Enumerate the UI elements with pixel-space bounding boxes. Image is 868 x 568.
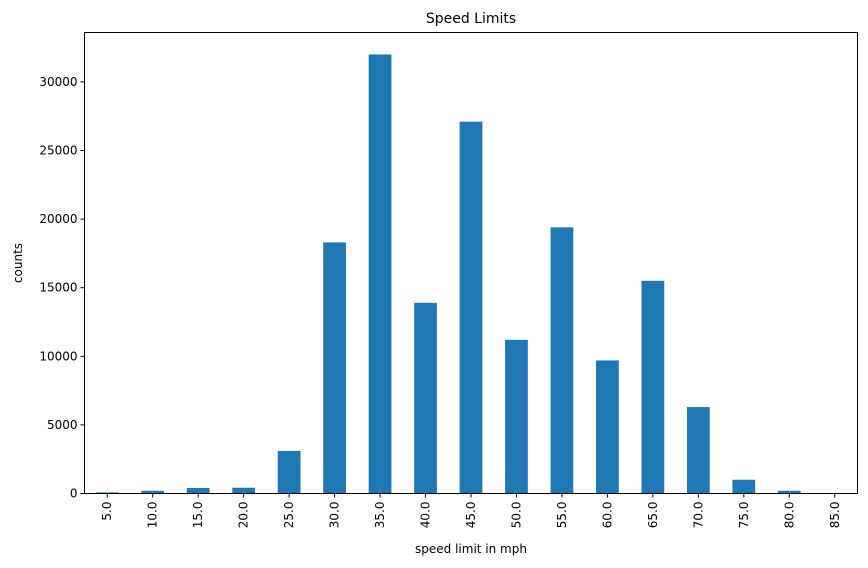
x-tick-label: 10.0 xyxy=(146,502,160,529)
bar-75-0 xyxy=(732,480,755,494)
x-tick-label: 35.0 xyxy=(373,502,387,529)
bar-55-0 xyxy=(551,227,574,493)
x-tick-label: 80.0 xyxy=(782,502,796,529)
bar-65-0 xyxy=(642,281,665,494)
bar-25-0 xyxy=(278,451,301,494)
bar-30-0 xyxy=(323,242,346,493)
y-tick-label: 25000 xyxy=(39,143,77,157)
y-tick-label: 5000 xyxy=(47,418,78,432)
x-tick-label: 70.0 xyxy=(691,502,705,529)
x-tick-label: 50.0 xyxy=(509,502,523,529)
x-tick-label: 45.0 xyxy=(464,502,478,529)
x-axis-ticks: 5.0 10.0 15.0 20.0 25.0 30.0 35.0 40.0 45.0 50.0 5… xyxy=(100,494,842,529)
x-tick-label: 65.0 xyxy=(646,502,660,529)
bar-40-0 xyxy=(414,303,437,494)
x-tick-label: 55.0 xyxy=(555,502,569,529)
y-tick-label: 30000 xyxy=(39,75,77,89)
chart-title: Speed Limits xyxy=(426,11,516,27)
y-tick-label: 10000 xyxy=(39,349,77,363)
x-tick-label: 60.0 xyxy=(600,502,614,529)
y-tick-label: 15000 xyxy=(39,281,77,295)
bars-layer xyxy=(96,54,846,493)
x-tick-label: 15.0 xyxy=(191,502,205,529)
y-tick-label: 0 xyxy=(70,487,78,501)
x-tick-label: 25.0 xyxy=(282,502,296,529)
x-tick-label: 40.0 xyxy=(419,502,433,529)
x-tick-label: 75.0 xyxy=(737,502,751,529)
y-axis-ticks: 0 5000 10000 15000 20000 25000 30000 xyxy=(39,75,84,501)
y-axis-label: counts xyxy=(11,243,25,283)
x-tick-label: 5.0 xyxy=(100,502,114,521)
bar-60-0 xyxy=(596,360,619,493)
bar-35-0 xyxy=(369,54,392,493)
x-axis-label: speed limit in mph xyxy=(415,542,527,556)
x-tick-label: 20.0 xyxy=(237,502,251,529)
x-tick-label: 85.0 xyxy=(828,502,842,529)
bar-50-0 xyxy=(505,340,528,494)
bar-15-0 xyxy=(187,488,210,493)
bar-45-0 xyxy=(460,122,483,494)
bar-70-0 xyxy=(687,407,710,493)
x-tick-label: 30.0 xyxy=(328,502,342,529)
bar-20-0 xyxy=(232,488,255,494)
y-tick-label: 20000 xyxy=(39,212,77,226)
